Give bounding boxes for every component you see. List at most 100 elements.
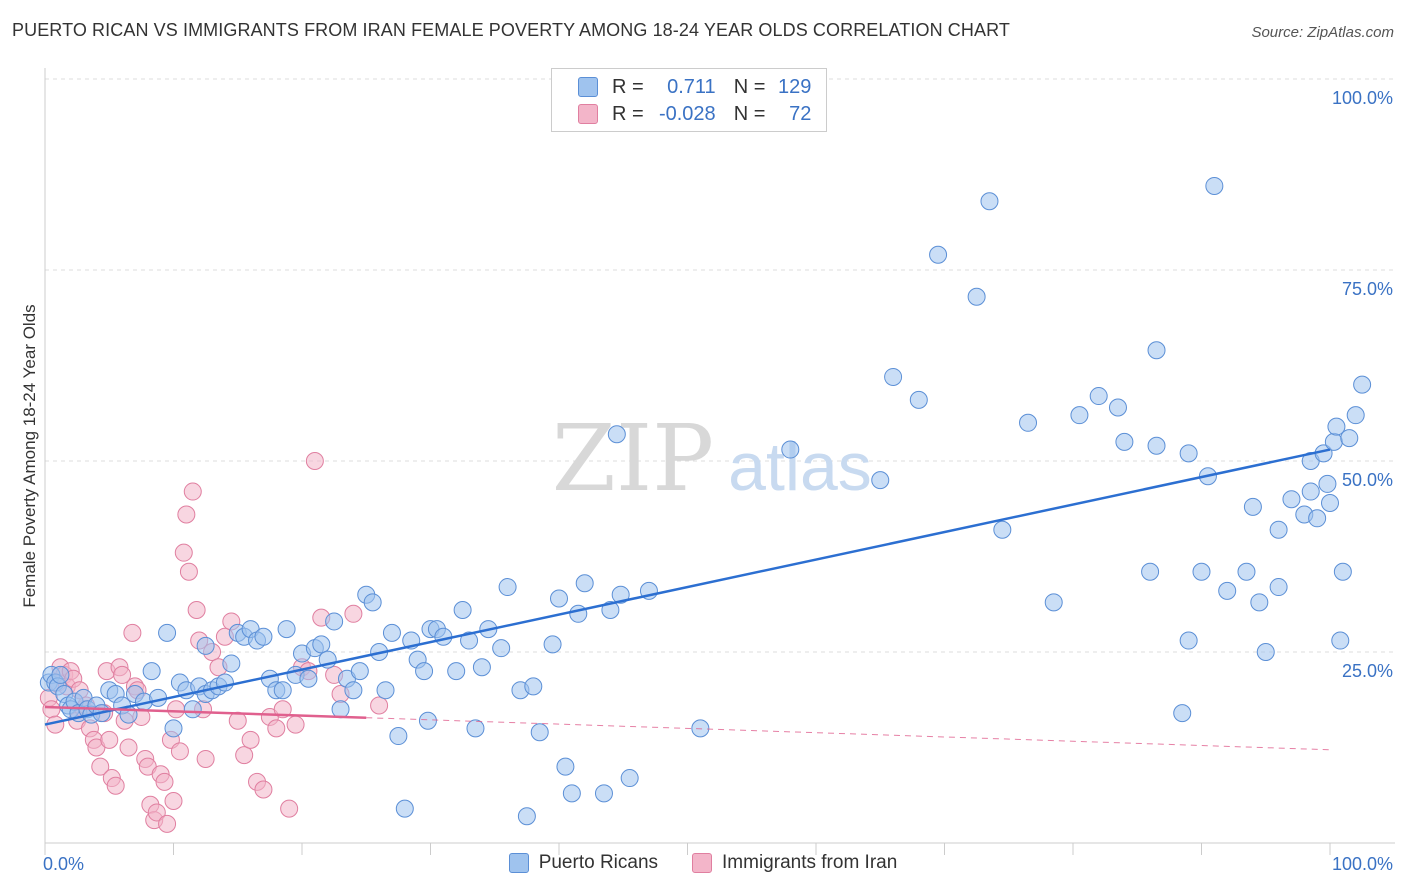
point-puerto-ricans xyxy=(569,604,588,623)
point-puerto-ricans xyxy=(575,574,594,593)
point-puerto-ricans xyxy=(350,662,369,681)
point-puerto-ricans xyxy=(909,390,928,409)
series-immigrants-from-iran xyxy=(39,452,389,833)
point-puerto-ricans xyxy=(1243,497,1262,516)
point-puerto-ricans xyxy=(524,677,543,696)
legend-n-value: 129 xyxy=(778,75,812,98)
legend-n-value: 72 xyxy=(789,102,812,125)
point-immigrants-from-iran xyxy=(119,738,138,757)
legend-swatch-blue xyxy=(578,77,598,97)
point-immigrants-from-iran xyxy=(100,730,119,749)
point-puerto-ricans xyxy=(607,425,626,444)
point-puerto-ricans xyxy=(492,639,511,658)
legend-r-label: R = xyxy=(612,75,644,98)
point-puerto-ricans xyxy=(418,711,437,730)
point-immigrants-from-iran xyxy=(241,730,260,749)
point-puerto-ricans xyxy=(1321,494,1339,513)
point-puerto-ricans xyxy=(164,719,183,738)
point-puerto-ricans xyxy=(1250,593,1269,612)
trendline-immigrants-from-iran xyxy=(44,705,367,719)
point-puerto-ricans xyxy=(1318,474,1337,493)
point-puerto-ricans xyxy=(1141,562,1160,581)
point-puerto-ricans xyxy=(871,471,890,490)
point-immigrants-from-iran xyxy=(155,772,174,791)
point-puerto-ricans xyxy=(1327,417,1346,436)
point-immigrants-from-iran xyxy=(183,482,202,501)
point-puerto-ricans xyxy=(1269,578,1288,597)
legend-r-label: R = xyxy=(612,102,644,125)
y-tick-label: 100.0% xyxy=(1332,88,1393,108)
point-puerto-ricans xyxy=(460,631,479,650)
point-puerto-ricans xyxy=(389,727,408,746)
point-puerto-ricans xyxy=(1324,432,1343,451)
point-puerto-ricans xyxy=(929,245,948,264)
legend-item-puerto-ricans[interactable]: Puerto Ricans xyxy=(508,852,659,874)
y-tick-label: 25.0% xyxy=(1342,661,1393,681)
y-tick-label: 50.0% xyxy=(1342,470,1393,490)
point-puerto-ricans xyxy=(562,784,581,803)
chart-title: PUERTO RICAN VS IMMIGRANTS FROM IRAN FEM… xyxy=(12,20,1010,40)
point-puerto-ricans xyxy=(196,636,215,655)
point-puerto-ricans xyxy=(415,662,434,681)
point-immigrants-from-iran xyxy=(170,742,189,761)
point-puerto-ricans xyxy=(1115,432,1134,451)
legend-n-label: N = xyxy=(733,75,766,98)
point-puerto-ricans xyxy=(884,367,903,386)
point-puerto-ricans xyxy=(1340,429,1359,448)
legend-swatch-pink xyxy=(578,104,598,124)
legend-swatch-blue xyxy=(508,853,529,873)
point-puerto-ricans xyxy=(277,620,296,639)
point-immigrants-from-iran xyxy=(177,505,196,524)
point-puerto-ricans xyxy=(376,681,395,700)
point-immigrants-from-iran xyxy=(42,700,61,719)
correlation-legend: R = 0.711 N = 129 R = -0.028 N = 72 xyxy=(551,68,827,132)
point-puerto-ricans xyxy=(325,612,344,631)
point-puerto-ricans xyxy=(453,600,472,619)
point-puerto-ricans xyxy=(344,681,363,700)
legend-label: Immigrants from Iran xyxy=(722,852,898,873)
trendline-immigrants-from-iran-extrapolated xyxy=(366,717,1331,751)
watermark-zip: ZIP xyxy=(552,405,714,512)
point-puerto-ricans xyxy=(395,799,414,818)
point-immigrants-from-iran xyxy=(106,776,125,795)
trendline-puerto-ricans xyxy=(44,448,1331,726)
point-puerto-ricans xyxy=(382,623,401,642)
tick-labels: 25.0% 50.0% 75.0% 100.0% 0.0% 100.0% xyxy=(43,88,1393,874)
point-puerto-ricans xyxy=(158,623,177,642)
point-puerto-ricans xyxy=(1147,436,1166,455)
point-puerto-ricans xyxy=(993,520,1012,539)
x-tick-label: 0.0% xyxy=(43,854,84,874)
point-puerto-ricans xyxy=(1218,581,1237,600)
legend-label: Puerto Ricans xyxy=(538,852,659,873)
point-puerto-ricans xyxy=(447,662,466,681)
series-legend: Puerto Ricans Immigrants from Iran xyxy=(0,852,1406,874)
point-puerto-ricans xyxy=(1205,176,1224,195)
point-immigrants-from-iran xyxy=(91,757,110,776)
point-immigrants-from-iran xyxy=(123,623,142,642)
point-immigrants-from-iran xyxy=(179,562,198,581)
point-puerto-ricans xyxy=(967,287,986,306)
point-puerto-ricans xyxy=(254,627,273,646)
point-puerto-ricans xyxy=(1044,593,1063,612)
point-immigrants-from-iran xyxy=(158,814,177,833)
legend-item-immigrants-from-iran[interactable]: Immigrants from Iran xyxy=(692,852,897,874)
point-immigrants-from-iran xyxy=(113,665,132,684)
point-immigrants-from-iran xyxy=(305,452,324,470)
point-puerto-ricans xyxy=(1070,406,1089,425)
point-puerto-ricans xyxy=(517,807,536,826)
point-puerto-ricans xyxy=(312,635,331,654)
point-puerto-ricans xyxy=(273,681,292,700)
point-immigrants-from-iran xyxy=(280,799,299,818)
point-immigrants-from-iran xyxy=(187,600,206,619)
point-puerto-ricans xyxy=(498,578,517,597)
grid-lines xyxy=(45,78,1395,653)
point-puerto-ricans xyxy=(1346,406,1365,425)
point-puerto-ricans xyxy=(620,769,639,788)
point-puerto-ricans xyxy=(1237,562,1256,581)
point-immigrants-from-iran xyxy=(164,791,183,810)
trend-lines xyxy=(44,448,1331,751)
point-puerto-ricans xyxy=(1108,398,1127,417)
point-immigrants-from-iran xyxy=(235,746,254,765)
point-puerto-ricans xyxy=(530,723,549,742)
